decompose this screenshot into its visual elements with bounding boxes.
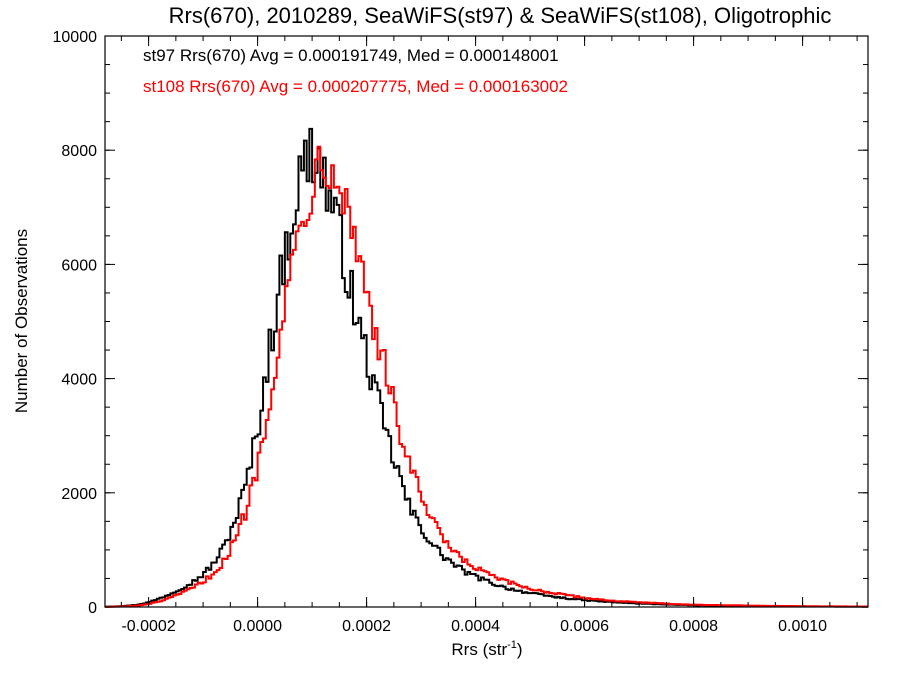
x-tick-label: 0.0010 bbox=[778, 618, 827, 635]
axis-ticks: -0.0002 0.0000 0.0002 0.0004 0.0006 0.0008 0.0… bbox=[53, 29, 868, 635]
y-tick-label: 10000 bbox=[53, 29, 98, 46]
st108-stats-annotation: st108 Rrs(670) Avg = 0.000207775, Med = … bbox=[143, 77, 568, 96]
st97-stats-annotation: st97 Rrs(670) Avg = 0.000191749, Med = 0… bbox=[143, 46, 559, 65]
chart-title: Rrs(670), 2010289, SeaWiFS(st97) & SeaWi… bbox=[169, 3, 832, 28]
x-tick-label: 0.0006 bbox=[560, 618, 609, 635]
x-axis-label-main: Rrs (str bbox=[451, 640, 507, 659]
histogram-series bbox=[105, 127, 868, 608]
plot-frame bbox=[104, 35, 869, 608]
x-tick-label: 0.0000 bbox=[233, 618, 282, 635]
y-tick-label: 6000 bbox=[61, 257, 97, 274]
y-tick-label: 2000 bbox=[61, 486, 97, 503]
x-axis-label-suffix: ) bbox=[517, 640, 523, 659]
y-tick-label: 8000 bbox=[61, 143, 97, 160]
x-axis-label-sup: -1 bbox=[507, 639, 517, 651]
x-tick-label: 0.0004 bbox=[451, 618, 500, 635]
series-st108-histogram bbox=[105, 145, 868, 608]
x-axis-label: Rrs (str-1) bbox=[451, 639, 522, 659]
x-tick-label: 0.0008 bbox=[669, 618, 718, 635]
series-st97-histogram bbox=[105, 127, 868, 608]
y-axis-label: Number of Observations bbox=[12, 229, 31, 413]
x-tick-label: -0.0002 bbox=[121, 618, 175, 635]
y-tick-label: 0 bbox=[88, 600, 97, 617]
x-tick-label: 0.0002 bbox=[342, 618, 391, 635]
y-tick-label: 4000 bbox=[61, 372, 97, 389]
